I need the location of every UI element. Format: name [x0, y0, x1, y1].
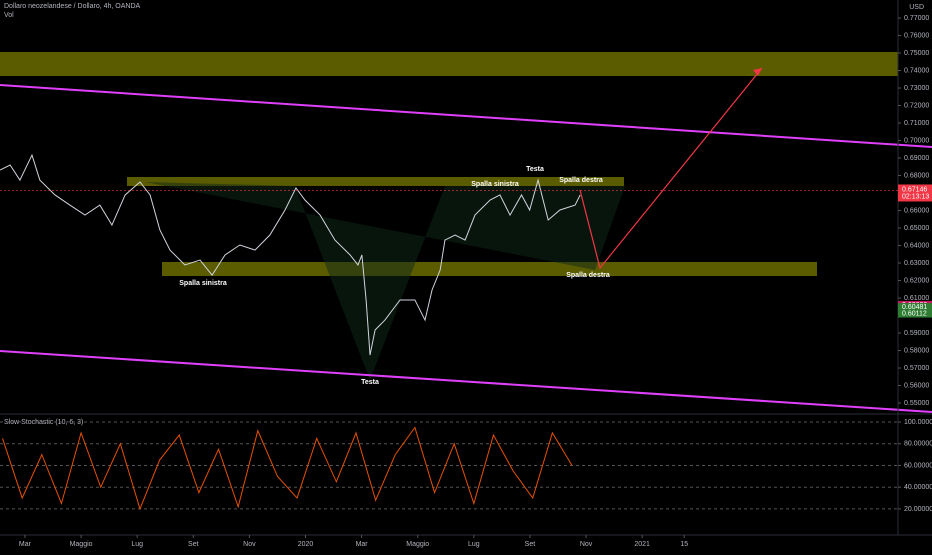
- subtitle: Vol: [4, 12, 14, 19]
- x-tick-label: Set: [525, 541, 536, 548]
- price-badge: [898, 184, 932, 202]
- annotation: Spalla sinistra: [179, 280, 227, 287]
- x-tick-label: Nov: [580, 541, 593, 548]
- y-tick-label: 0.68000: [904, 172, 929, 179]
- y-tick-label: 0.76000: [904, 32, 929, 39]
- annotation: Testa: [361, 379, 379, 386]
- price-marker: [898, 303, 932, 312]
- y-tick-label: 60.00000: [904, 462, 932, 469]
- pattern-area: [145, 182, 625, 380]
- y-tick-label: 0.61000: [904, 295, 929, 302]
- annotation: Testa: [526, 166, 544, 173]
- x-tick-label: Maggio: [406, 541, 429, 548]
- y-tick-label: 0.55000: [904, 400, 929, 407]
- y-tick-label: 0.63000: [904, 260, 929, 267]
- x-tick-label: Mar: [19, 541, 32, 548]
- y-tick-label: 100.0000: [904, 419, 932, 426]
- y-tick-label: 0.59000: [904, 330, 929, 337]
- annotation: Spalla sinistra: [471, 181, 519, 188]
- y-tick-label: 0.70000: [904, 137, 929, 144]
- x-tick-label: 15: [680, 541, 688, 548]
- channel-line: [0, 84, 932, 148]
- chart-title: Dollaro neozelandese / Dollaro, 4h, OAND…: [4, 3, 141, 10]
- price-line: [2, 426, 573, 511]
- y-tick-label: 0.57000: [904, 365, 929, 372]
- x-tick-label: Lug: [131, 541, 143, 548]
- channel-line: [0, 350, 932, 413]
- y-tick-label: 20.00000: [904, 506, 932, 513]
- x-tick-label: Set: [188, 541, 199, 548]
- countdown: 02:13:13: [902, 193, 929, 200]
- x-tick-label: 2020: [298, 541, 314, 548]
- y-tick-label: 0.58000: [904, 347, 929, 354]
- y-tick-label: 0.73000: [904, 85, 929, 92]
- zone: [0, 52, 898, 76]
- y-tick-label: 0.65000: [904, 225, 929, 232]
- x-tick-label: Nov: [243, 541, 256, 548]
- x-tick-label: 2021: [634, 541, 650, 548]
- price-marker: [898, 309, 932, 318]
- zone: [162, 262, 817, 276]
- price-line: [0, 153, 581, 356]
- unit: USD: [909, 4, 924, 11]
- y-tick-label: 0.74000: [904, 67, 929, 74]
- zone: [127, 177, 624, 186]
- x-tick-label: Mar: [356, 541, 369, 548]
- annotation: Spalla destra: [559, 177, 603, 184]
- y-tick-label: 80.00000: [904, 441, 932, 448]
- y-tick-label: 0.72000: [904, 102, 929, 109]
- price-marker-label: 0.60112: [902, 310, 927, 317]
- x-tick-label: Maggio: [70, 541, 93, 548]
- y-tick-label: 0.66000: [904, 207, 929, 214]
- price-marker-label: 0.60481: [902, 304, 927, 311]
- price-label: 0.67146: [902, 186, 927, 193]
- y-tick-label: 0.77000: [904, 15, 929, 22]
- arrow-head: [753, 68, 762, 76]
- x-tick-label: Lug: [468, 541, 480, 548]
- y-tick-label: 0.56000: [904, 382, 929, 389]
- y-tick-label: 0.62000: [904, 277, 929, 284]
- y-tick-label: 40.00000: [904, 484, 932, 491]
- annotation: Spalla destra: [566, 272, 610, 279]
- arrow: [579, 67, 763, 270]
- y-tick-label: 0.69000: [904, 155, 929, 162]
- y-tick-label: 0.71000: [904, 120, 929, 127]
- y-tick-label: 0.64000: [904, 242, 929, 249]
- y-tick-label: 0.75000: [904, 50, 929, 57]
